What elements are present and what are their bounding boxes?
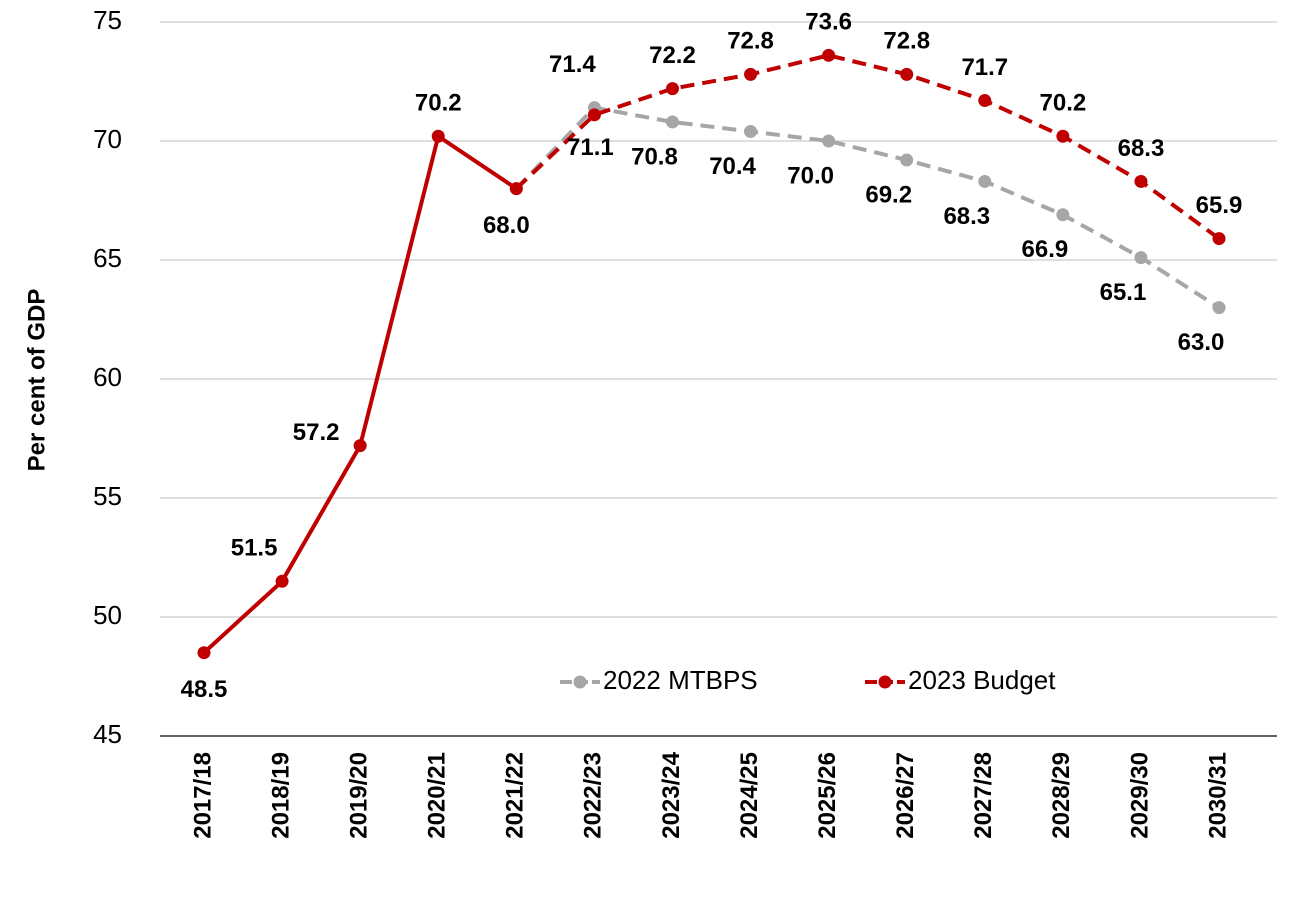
- data-label: 71.7: [961, 54, 1008, 81]
- point: [1056, 129, 1070, 143]
- data-label: 70.2: [1040, 90, 1087, 117]
- point: [1056, 208, 1070, 222]
- line-dashed: [514, 53, 1221, 241]
- data-label: 68.0: [483, 212, 530, 239]
- x-tick-label: 2028/29: [1048, 752, 1075, 839]
- x-tick-label: 2027/28: [970, 752, 997, 839]
- data-label: 65.9: [1196, 192, 1243, 219]
- point: [744, 67, 758, 81]
- data-label: 65.1: [1100, 279, 1147, 306]
- point: [900, 67, 914, 81]
- x-tick-label: 2019/20: [346, 752, 373, 839]
- point: [431, 129, 445, 143]
- x-tick-label: 2022/23: [580, 752, 607, 839]
- y-axis-label: Per cent of GDP: [23, 289, 50, 472]
- x-tick-label: 2018/19: [267, 752, 294, 839]
- point: [1212, 301, 1226, 315]
- y-tick-label: 45: [93, 719, 122, 749]
- y-tick-label: 75: [93, 5, 122, 35]
- point: [587, 108, 601, 122]
- x-tick-label: 2024/25: [736, 752, 763, 839]
- x-tick-label: 2029/30: [1126, 752, 1153, 839]
- point: [1212, 232, 1226, 246]
- data-label: 72.2: [649, 42, 696, 69]
- data-label: 73.6: [805, 9, 852, 36]
- x-tick-label: 2030/31: [1204, 752, 1231, 839]
- data-label: 70.2: [415, 90, 462, 117]
- data-label: 68.3: [1118, 135, 1165, 162]
- point: [1134, 174, 1148, 188]
- line-dashed: [514, 105, 1221, 310]
- point: [275, 574, 289, 588]
- point: [353, 439, 367, 453]
- data-label: 71.4: [549, 51, 596, 78]
- point: [509, 182, 523, 196]
- x-tick-label: 2021/22: [502, 752, 529, 839]
- point: [978, 94, 992, 108]
- point: [197, 646, 211, 660]
- data-label: 69.2: [865, 181, 912, 208]
- data-label: 70.4: [709, 153, 756, 180]
- line-solid: [202, 132, 518, 655]
- legend-marker: [573, 675, 587, 689]
- y-tick-label: 50: [93, 600, 122, 630]
- legend-label: 2023 Budget: [908, 665, 1056, 695]
- data-label: 72.8: [727, 28, 774, 55]
- data-label: 68.3: [943, 203, 990, 230]
- y-tick-label: 55: [93, 481, 122, 511]
- point: [665, 115, 679, 129]
- x-tick-label: 2025/26: [814, 752, 841, 839]
- x-tick-label: 2017/18: [189, 752, 216, 839]
- x-tick-label: 2023/24: [658, 751, 685, 838]
- y-tick-label: 60: [93, 362, 122, 392]
- point: [665, 82, 679, 96]
- data-label: 51.5: [231, 535, 278, 562]
- legend-label: 2022 MTBPS: [603, 665, 758, 695]
- data-label: 57.2: [293, 419, 340, 446]
- point: [900, 153, 914, 167]
- point: [744, 124, 758, 138]
- data-label: 70.0: [787, 162, 834, 189]
- y-tick-label: 70: [93, 124, 122, 154]
- point: [1134, 251, 1148, 265]
- data-label: 48.5: [181, 676, 228, 703]
- data-label: 72.8: [883, 28, 930, 55]
- data-label: 71.1: [567, 134, 614, 161]
- data-label: 66.9: [1022, 236, 1069, 263]
- y-tick-label: 65: [93, 243, 122, 273]
- point: [978, 174, 992, 188]
- point: [822, 134, 836, 148]
- data-label: 63.0: [1178, 329, 1225, 356]
- x-tick-label: 2026/27: [892, 752, 919, 839]
- legend-marker: [878, 675, 892, 689]
- data-label: 70.8: [631, 143, 678, 170]
- x-tick-label: 2020/21: [424, 752, 451, 839]
- point: [822, 48, 836, 62]
